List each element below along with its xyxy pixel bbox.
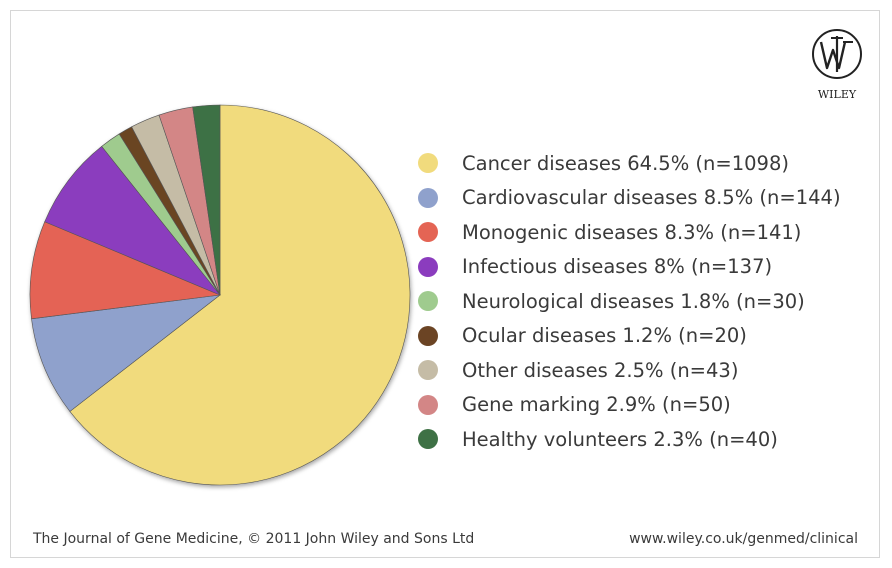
wiley-logo: WILEY — [807, 24, 867, 108]
pie-slice-2 — [29, 221, 222, 320]
legend-item-2: Monogenic diseases 8.3% (n=141) — [418, 215, 841, 250]
legend-swatch-8 — [418, 429, 438, 450]
legend-swatch-2 — [418, 222, 438, 243]
footer-url[interactable]: www.wiley.co.uk/genmed/clinical — [629, 531, 858, 547]
legend-swatch-6 — [418, 360, 438, 381]
wiley-seal-icon: WILEY — [812, 29, 862, 101]
legend-label-0: Cancer diseases 64.5% (n=1098) — [462, 151, 789, 175]
pie-slice-3 — [44, 145, 221, 296]
legend-item-1: Cardiovascular diseases 8.5% (n=144) — [418, 181, 841, 216]
legend-label-1: Cardiovascular diseases 8.5% (n=144) — [462, 186, 841, 210]
footer-citation: The Journal of Gene Medicine, © 2011 Joh… — [33, 531, 475, 547]
legend-label-3: Infectious diseases 8% (n=137) — [462, 255, 773, 279]
legend-swatch-1 — [418, 187, 438, 208]
legend-item-0: Cancer diseases 64.5% (n=1098) — [418, 146, 841, 181]
legend: Cancer diseases 64.5% (n=1098) Cardiovasc… — [418, 146, 841, 457]
legend-item-5: Ocular diseases 1.2% (n=20) — [418, 319, 841, 354]
legend-label-4: Neurological diseases 1.8% (n=30) — [462, 289, 805, 313]
legend-label-5: Ocular diseases 1.2% (n=20) — [462, 324, 747, 348]
legend-item-4: Neurological diseases 1.8% (n=30) — [418, 284, 841, 319]
legend-swatch-3 — [418, 256, 438, 277]
pie-chart — [29, 104, 411, 486]
pie-slice-8 — [192, 104, 221, 296]
legend-label-2: Monogenic diseases 8.3% (n=141) — [462, 220, 802, 244]
pie-slice-1 — [31, 294, 222, 412]
legend-label-7: Gene marking 2.9% (n=50) — [462, 393, 731, 417]
legend-item-7: Gene marking 2.9% (n=50) — [418, 388, 841, 423]
legend-item-3: Infectious diseases 8% (n=137) — [418, 250, 841, 285]
legend-swatch-5 — [418, 325, 438, 346]
legend-item-8: Healthy volunteers 2.3% (n=40) — [418, 422, 841, 457]
legend-label-6: Other diseases 2.5% (n=43) — [462, 358, 739, 382]
logo-text: WILEY — [818, 88, 857, 101]
legend-swatch-4 — [418, 291, 438, 312]
legend-item-6: Other diseases 2.5% (n=43) — [418, 353, 841, 388]
pie-slice-0 — [69, 104, 411, 486]
legend-swatch-0 — [418, 153, 438, 174]
legend-swatch-7 — [418, 394, 438, 415]
legend-label-8: Healthy volunteers 2.3% (n=40) — [462, 427, 778, 451]
